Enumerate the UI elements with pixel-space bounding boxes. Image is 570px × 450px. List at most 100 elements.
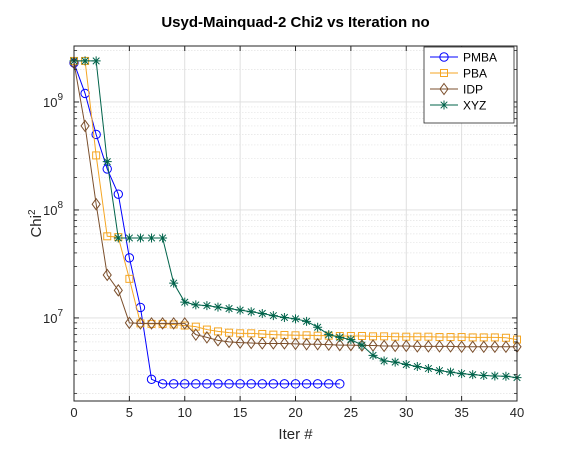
marker-shape [157,317,168,330]
y-tick-mantissa: 10 [43,95,57,110]
marker-shape [439,100,449,110]
data-point-xyz [457,369,467,379]
data-point-idp [113,284,123,297]
data-point-idp [124,316,134,330]
data-point-idp [412,340,422,353]
marker-shape [412,361,422,371]
data-point-pmba [91,129,101,140]
marker-shape [135,317,146,330]
marker-shape [390,357,400,367]
legend-item-xyz: XYZ [430,99,486,113]
y-tick-mantissa: 10 [43,203,57,218]
data-point-xyz [113,233,123,243]
marker-shape [379,339,389,353]
data-point-xyz [224,304,234,314]
data-point-xyz [291,314,300,324]
data-point-idp [257,337,267,350]
marker-shape [113,233,123,243]
marker-shape [157,379,168,389]
marker-shape [379,356,389,366]
data-point-pmba [180,379,190,389]
marker-shape [279,337,290,350]
y-tick-exponent: 8 [57,200,63,211]
data-point-idp [501,340,511,354]
marker-shape [335,332,345,342]
data-point-idp [290,337,301,351]
chart-title: Usyd-Mainquad-2 Chi2 vs Iteration no [161,14,429,31]
data-point-pba [92,151,101,160]
y-tick-label: 108 [43,200,63,218]
marker-shape [135,233,145,243]
marker-shape [92,151,101,160]
data-point-pmba [324,379,334,389]
marker-shape [246,307,256,317]
marker-shape [490,371,500,381]
data-point-xyz [124,233,134,243]
x-tick-label: 35 [454,405,468,420]
data-point-pmba [213,379,223,389]
data-point-pba [202,325,211,334]
data-point-idp [490,340,500,354]
data-point-xyz [268,311,278,321]
data-point-idp [191,328,201,341]
marker-shape [191,379,201,389]
data-point-xyz [213,302,223,312]
marker-shape [169,278,179,288]
x-axis-title: Iter # [278,426,313,443]
data-point-idp [423,340,434,353]
x-tick-label: 20 [288,405,302,420]
data-point-xyz [423,363,433,373]
data-point-idp [346,338,356,352]
data-point-xyz [346,335,356,345]
data-point-pmba [301,379,312,389]
legend-marker-pmba [439,52,449,62]
marker-shape [102,157,112,167]
data-point-idp [213,333,223,347]
x-tick-label: 40 [510,405,524,420]
data-point-idp [301,337,312,351]
data-point-pmba [168,379,179,389]
marker-shape [468,370,478,380]
marker-shape [324,330,334,340]
y-axis-title-main: Chi [28,215,45,238]
marker-shape [501,371,511,381]
marker-shape [80,56,90,66]
data-point-pmba [157,379,168,389]
marker-shape [440,69,448,77]
marker-shape [335,338,345,352]
data-point-idp [479,340,489,354]
legend-item-pmba: PMBA [430,51,497,65]
marker-shape [257,308,267,318]
data-point-idp [401,339,411,353]
data-point-idp [202,331,212,344]
series-xyz [69,56,522,383]
marker-shape [439,82,449,96]
marker-shape [91,197,101,211]
marker-shape [202,331,212,344]
marker-shape [246,336,256,350]
legend-item-pba: PBA [430,67,487,81]
data-point-xyz [102,157,112,167]
legend-marker-idp [439,82,449,96]
data-point-pmba [235,379,245,389]
data-point-xyz [335,332,345,342]
data-point-xyz [158,233,168,243]
data-point-idp [379,339,389,353]
data-point-xyz [412,361,422,371]
marker-shape [301,337,312,351]
marker-shape [468,340,478,354]
data-point-idp [169,317,179,330]
data-point-idp [91,197,101,211]
marker-shape [324,338,334,352]
data-point-xyz [501,371,511,381]
data-point-idp [224,335,234,349]
data-point-pmba [202,379,212,389]
marker-shape [313,322,323,332]
marker-shape [224,304,234,314]
data-point-pmba [224,379,234,389]
marker-shape [423,340,434,353]
marker-shape [268,311,278,321]
marker-shape [357,340,367,350]
data-point-pmba [246,379,256,389]
